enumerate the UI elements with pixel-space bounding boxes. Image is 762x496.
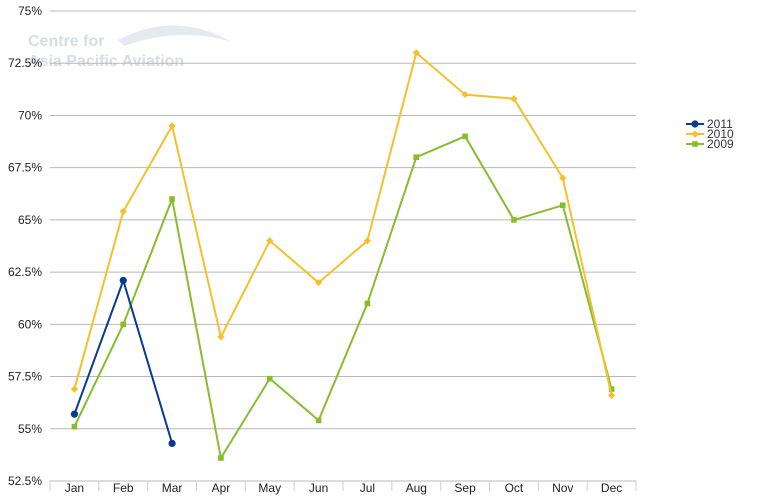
point-marker — [363, 237, 372, 245]
x-tick-label: Jan — [65, 481, 84, 495]
y-tick-label: 67.5% — [8, 161, 42, 175]
point-marker — [462, 133, 468, 140]
x-tick-label: Apr — [212, 481, 231, 495]
point-marker — [169, 196, 175, 202]
x-tick-label: Jul — [360, 481, 375, 495]
x-tick-label: Dec — [601, 481, 622, 495]
watermark-swoosh — [118, 25, 232, 46]
point-marker — [559, 202, 566, 209]
point-marker — [119, 276, 127, 285]
y-tick-label: 52.5% — [8, 474, 42, 488]
series-line-2009 — [73, 135, 613, 459]
y-tick-label: 65% — [18, 213, 42, 227]
point-marker — [413, 154, 420, 161]
series-line-2011 — [73, 279, 174, 444]
point-marker — [511, 217, 517, 223]
point-marker — [217, 333, 225, 341]
x-tick-label: Mar — [162, 481, 183, 495]
point-marker — [71, 423, 78, 430]
watermark-line2: Asia Pacific Aviation — [28, 53, 184, 70]
point-marker — [266, 237, 274, 245]
point-marker — [692, 141, 698, 147]
point-marker — [168, 122, 176, 130]
y-tick-label: 75% — [18, 4, 42, 18]
x-axis: Jan Feb Mar Apr May Jun Jul Aug Sep Oct Nov Dec — [65, 481, 623, 495]
series-2009 — [71, 133, 615, 461]
point-marker — [364, 300, 371, 307]
x-tick-label: Oct — [505, 481, 524, 495]
point-marker — [412, 49, 420, 57]
point-marker — [120, 321, 127, 328]
point-marker — [70, 410, 79, 418]
point-marker — [607, 391, 616, 399]
series-2010 — [70, 49, 616, 399]
y-tick-label: 57.5% — [8, 370, 42, 384]
point-marker — [168, 439, 176, 447]
y-axis: 52.5% 55% 57.5% 60% 62.5% 65% 67.5% 70% 72.5% 75% — [8, 4, 42, 488]
legend-item-2009: 2009 — [686, 137, 734, 151]
watermark-logo: Centre for Asia Pacific Aviation — [28, 25, 232, 70]
series-2011 — [70, 276, 176, 447]
x-tick-label: Jun — [309, 481, 328, 495]
point-marker — [461, 90, 469, 99]
series-group — [70, 49, 616, 461]
y-tick-label: 72.5% — [8, 56, 42, 70]
point-marker — [314, 278, 323, 287]
y-tick-label: 62.5% — [8, 265, 42, 279]
x-tick-label: Nov — [552, 481, 573, 495]
y-tick-label: 70% — [18, 108, 42, 122]
point-marker — [510, 95, 518, 103]
legend-label: 2009 — [707, 137, 734, 151]
point-marker — [266, 375, 273, 382]
point-marker — [608, 386, 615, 392]
x-tick-label: Aug — [406, 481, 427, 495]
legend-label: 2010 — [707, 127, 734, 141]
watermark-line1: Centre for — [28, 33, 104, 50]
x-tick-label: May — [258, 481, 281, 495]
x-tick-label: Sep — [454, 481, 476, 495]
point-marker — [559, 174, 567, 182]
point-marker — [119, 207, 127, 216]
legend-item-2011: 2011 — [686, 117, 733, 131]
x-tick-label: Feb — [113, 481, 134, 495]
series-line-2010 — [73, 51, 613, 396]
legend-label: 2011 — [707, 117, 733, 131]
y-tick-label: 55% — [18, 422, 42, 436]
legend-item-2010: 2010 — [686, 127, 734, 141]
point-marker — [691, 120, 699, 128]
point-marker — [691, 130, 699, 138]
point-marker — [218, 455, 224, 461]
point-marker — [70, 385, 79, 393]
y-tick-label: 60% — [18, 317, 42, 331]
point-marker — [315, 417, 322, 424]
grid — [49, 10, 637, 491]
